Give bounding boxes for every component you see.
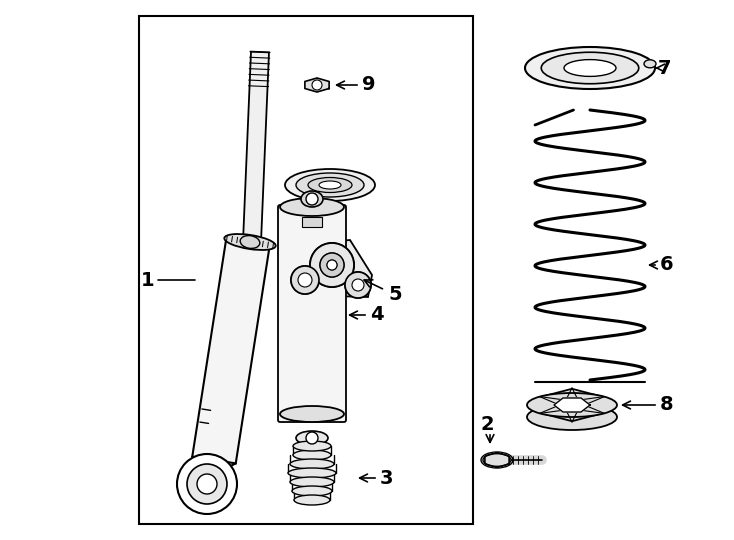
Polygon shape — [192, 239, 269, 463]
Circle shape — [327, 260, 337, 270]
Polygon shape — [541, 389, 603, 421]
Ellipse shape — [290, 477, 334, 487]
Ellipse shape — [296, 431, 328, 445]
Polygon shape — [243, 52, 269, 242]
Ellipse shape — [527, 404, 617, 430]
Circle shape — [197, 474, 217, 494]
Polygon shape — [305, 78, 329, 92]
Circle shape — [345, 272, 371, 298]
Ellipse shape — [280, 198, 344, 216]
Ellipse shape — [293, 441, 331, 451]
Ellipse shape — [293, 450, 331, 460]
Ellipse shape — [301, 191, 323, 207]
Ellipse shape — [294, 495, 330, 505]
Circle shape — [298, 273, 312, 287]
Ellipse shape — [225, 234, 276, 250]
Ellipse shape — [280, 406, 344, 422]
Ellipse shape — [564, 59, 616, 76]
Circle shape — [320, 253, 344, 277]
Ellipse shape — [319, 181, 341, 189]
Ellipse shape — [240, 235, 260, 248]
Polygon shape — [485, 453, 509, 468]
Text: 8: 8 — [660, 395, 674, 415]
Circle shape — [327, 260, 337, 270]
Ellipse shape — [481, 452, 513, 468]
Circle shape — [306, 193, 318, 205]
Ellipse shape — [541, 52, 639, 84]
Ellipse shape — [285, 169, 375, 201]
Circle shape — [320, 253, 344, 277]
Ellipse shape — [288, 468, 336, 478]
Text: 6: 6 — [660, 255, 674, 274]
Circle shape — [352, 279, 364, 291]
Text: 2: 2 — [480, 415, 494, 435]
Circle shape — [352, 279, 364, 291]
Text: 9: 9 — [362, 76, 376, 94]
Circle shape — [345, 272, 371, 298]
Text: 7: 7 — [658, 58, 672, 78]
Circle shape — [306, 432, 318, 444]
Bar — [139, 16, 473, 524]
Ellipse shape — [290, 459, 334, 469]
Circle shape — [291, 266, 319, 294]
Bar — [302, 217, 322, 227]
Circle shape — [310, 243, 354, 287]
Circle shape — [291, 266, 319, 294]
Ellipse shape — [292, 486, 332, 496]
Polygon shape — [292, 240, 372, 297]
Circle shape — [187, 464, 227, 504]
Text: 4: 4 — [370, 306, 384, 325]
Polygon shape — [554, 398, 590, 412]
FancyBboxPatch shape — [278, 205, 346, 422]
Ellipse shape — [527, 393, 617, 417]
Ellipse shape — [308, 178, 352, 192]
Ellipse shape — [296, 173, 364, 197]
Circle shape — [310, 243, 354, 287]
Ellipse shape — [644, 60, 656, 68]
Ellipse shape — [483, 454, 511, 467]
Circle shape — [312, 80, 322, 90]
Circle shape — [177, 454, 237, 514]
Text: 3: 3 — [380, 469, 393, 488]
Circle shape — [298, 273, 312, 287]
Text: 5: 5 — [388, 286, 401, 305]
Text: 1: 1 — [141, 271, 155, 289]
Ellipse shape — [525, 47, 655, 89]
